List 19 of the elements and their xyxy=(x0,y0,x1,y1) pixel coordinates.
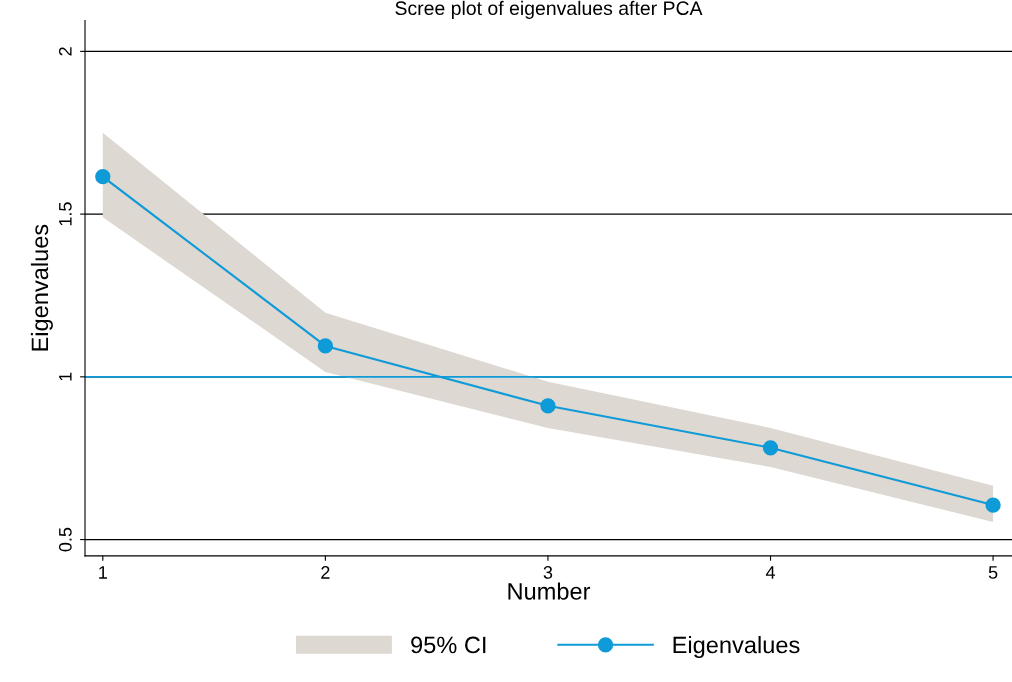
y-axis-title: Eigenvalues xyxy=(30,224,53,351)
legend-label: Eigenvalues xyxy=(673,635,800,658)
point xyxy=(985,497,1001,513)
y-tick-label: 1 xyxy=(59,372,72,381)
x-tick-label: 5 xyxy=(988,566,998,579)
chart-title: Scree plot of eigenvalues after PCA xyxy=(395,0,703,19)
point xyxy=(540,398,556,414)
point xyxy=(762,440,779,456)
y-tick-label: 0.5 xyxy=(58,527,72,552)
x-axis-title: Number xyxy=(508,582,591,600)
y-tick-label: 2 xyxy=(58,47,72,56)
point xyxy=(95,169,111,185)
x-tick-label: 1 xyxy=(99,566,107,579)
y-tick-label: 1.5 xyxy=(59,202,72,226)
x-tick-label: 4 xyxy=(765,566,776,579)
point xyxy=(317,338,334,354)
x-tick-label: 2 xyxy=(321,566,330,579)
x-tick-label: 3 xyxy=(543,566,553,579)
text: 95% CI xyxy=(411,636,486,654)
